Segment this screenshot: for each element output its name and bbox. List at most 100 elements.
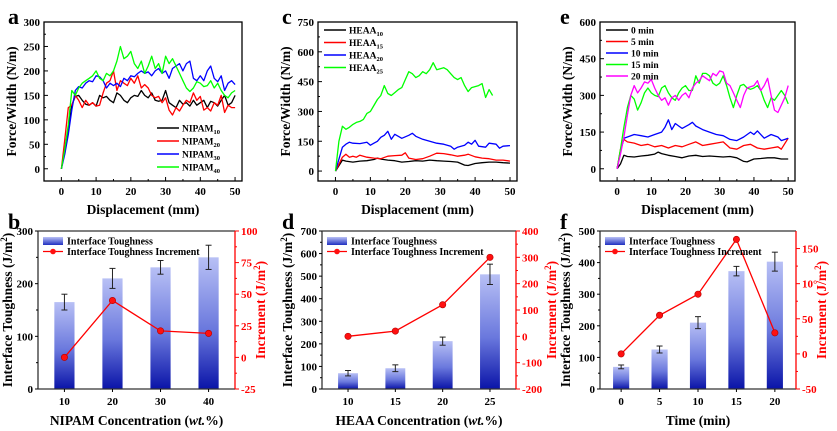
legend-label: HEAA15 — [349, 39, 384, 51]
increment-point — [108, 297, 116, 305]
x-tick-label: 50 — [783, 186, 795, 198]
increment-point — [486, 253, 494, 261]
legend-label-main: HEAA — [349, 52, 377, 62]
y2-axis-title-superscript: 2 — [543, 265, 553, 270]
increment-point — [157, 327, 165, 335]
y-tick-label: 0 — [591, 164, 597, 176]
y-axis-title-part: ) — [280, 233, 295, 238]
x-axis-title-part: %) — [205, 413, 223, 428]
legend-label-bar: Interface Toughness — [67, 237, 153, 248]
y-tick-label: 450 — [580, 54, 597, 66]
legend-label-subscript: 15 — [376, 44, 383, 51]
y-tick-label: 600 — [298, 47, 315, 59]
x-axis-title: HEAA Concentration (wt.%) — [336, 413, 503, 428]
bar-40 — [198, 257, 219, 389]
y-tick-label: 100 — [301, 361, 318, 373]
x-axis-title: NIPAM Concentration (wt.%) — [50, 413, 223, 428]
y-axis-title-part: Interface Toughness (J/m — [280, 241, 295, 387]
y2-axis-title: Increment (J/m2) — [813, 261, 829, 359]
x-tick-label: 40 — [470, 186, 482, 198]
plot-frame — [599, 21, 796, 182]
y-tick-label: 0 — [35, 164, 41, 176]
increment-point — [771, 329, 779, 337]
x-tick-label: 50 — [230, 186, 242, 198]
y2-axis-title-superscript: 2 — [813, 265, 823, 270]
legend-label-main: NIPAM — [182, 138, 214, 148]
legend-label: 10 min — [631, 50, 659, 60]
legend-label-main: NIPAM — [182, 151, 214, 161]
bar-15 — [385, 368, 406, 389]
y-tick-label: 200 — [301, 339, 318, 351]
panel-label-f: f — [560, 209, 568, 234]
legend-label: NIPAM40 — [182, 164, 220, 176]
panel-label-e: e — [560, 4, 570, 29]
series-line-heaa25 — [334, 62, 494, 172]
legend-label: NIPAM10 — [182, 125, 220, 137]
y-tick-label: 200 — [579, 321, 596, 333]
y-axis-title-superscript: 2 — [279, 237, 289, 242]
increment-point — [205, 329, 213, 337]
legend-bar-swatch — [605, 237, 625, 245]
legend-label-subscript: 10 — [376, 31, 383, 38]
y-axis-title: Interface Toughness (J/m2) — [557, 233, 573, 388]
x-tick-label: 30 — [160, 186, 172, 198]
legend-label-subscript: 25 — [376, 69, 383, 76]
y2-axis-title: Increment (J/m2) — [543, 261, 559, 359]
increment-point — [344, 332, 352, 340]
x-tick-label: 10 — [365, 186, 377, 198]
y-tick-label: 400 — [579, 258, 596, 270]
panel-label-c: c — [282, 4, 292, 29]
y2-axis-title-part: Increment (J/m — [253, 269, 268, 359]
increment-point — [656, 311, 664, 319]
bar-0 — [613, 366, 630, 389]
x-tick-label: 30 — [155, 396, 167, 408]
x-axis-title-italic: wt. — [468, 413, 484, 428]
y2-axis-title: Increment (J/m2) — [252, 261, 268, 359]
panel-b-bar-chart: 10 20 30 40 0 100 200 300 -25 0 25 50 75 100 NIPAM Con… — [0, 226, 268, 428]
x-tick-label: 10 — [646, 186, 658, 198]
y-tick-label: 600 — [580, 17, 597, 29]
y2-tick-label: -200 — [522, 384, 543, 396]
y2-tick-label: 0 — [522, 331, 528, 343]
x-tick-label: 20 — [400, 186, 412, 198]
legend-label: HEAA25 — [349, 64, 384, 76]
y2-tick-label: 400 — [522, 226, 539, 238]
x-tick-label: 20 — [680, 186, 692, 198]
y-tick-label: 400 — [301, 294, 318, 306]
y-axis-title: Force/Width (N/m) — [4, 46, 19, 156]
y-tick-label: 150 — [298, 136, 315, 148]
y-tick-label: 250 — [24, 41, 41, 53]
legend-label-subscript: 40 — [213, 168, 220, 175]
x-tick-label: 20 — [769, 396, 781, 408]
x-tick-label: 10 — [59, 396, 71, 408]
x-axis-title: Time (min) — [666, 413, 731, 428]
y-tick-label: 150 — [24, 90, 41, 102]
legend-label-line: Interface Toughness Increment — [67, 247, 200, 258]
legend-label: HEAA20 — [349, 52, 383, 64]
series-line-5-min — [616, 137, 789, 169]
y2-tick-label: 10° — [802, 279, 817, 291]
x-tick-label: 30 — [435, 186, 447, 198]
y-tick-label: 500 — [301, 271, 318, 283]
y-tick-label: 750 — [298, 17, 315, 29]
y-axis-title-part: ) — [0, 233, 15, 238]
y2-axis-title-part: ) — [814, 261, 829, 266]
y2-tick-label: 100 — [241, 226, 258, 238]
legend-label: NIPAM30 — [182, 151, 220, 163]
x-axis-title-part: %) — [484, 413, 502, 428]
series-line-10-min — [616, 119, 789, 169]
y-tick-label: 200 — [17, 279, 34, 291]
panel-a-line-chart: 0 10 20 30 40 50 0 50 100 150 200 250 300 Displacemen… — [4, 17, 243, 217]
legend-label: 15 min — [631, 61, 659, 71]
legend-label-subscript: 20 — [376, 56, 383, 63]
series-line-20-min — [616, 70, 789, 169]
legend-label: 0 min — [631, 27, 655, 37]
y-axis-title-superscript: 2 — [557, 237, 567, 242]
y2-tick-label: -100 — [522, 358, 543, 370]
legend-label-bar: Interface Toughness — [629, 237, 715, 248]
bar-25 — [480, 274, 500, 389]
y-tick-label: 300 — [579, 289, 596, 301]
y2-axis-title-part: ) — [253, 261, 268, 266]
x-tick-label: 15 — [390, 396, 402, 408]
